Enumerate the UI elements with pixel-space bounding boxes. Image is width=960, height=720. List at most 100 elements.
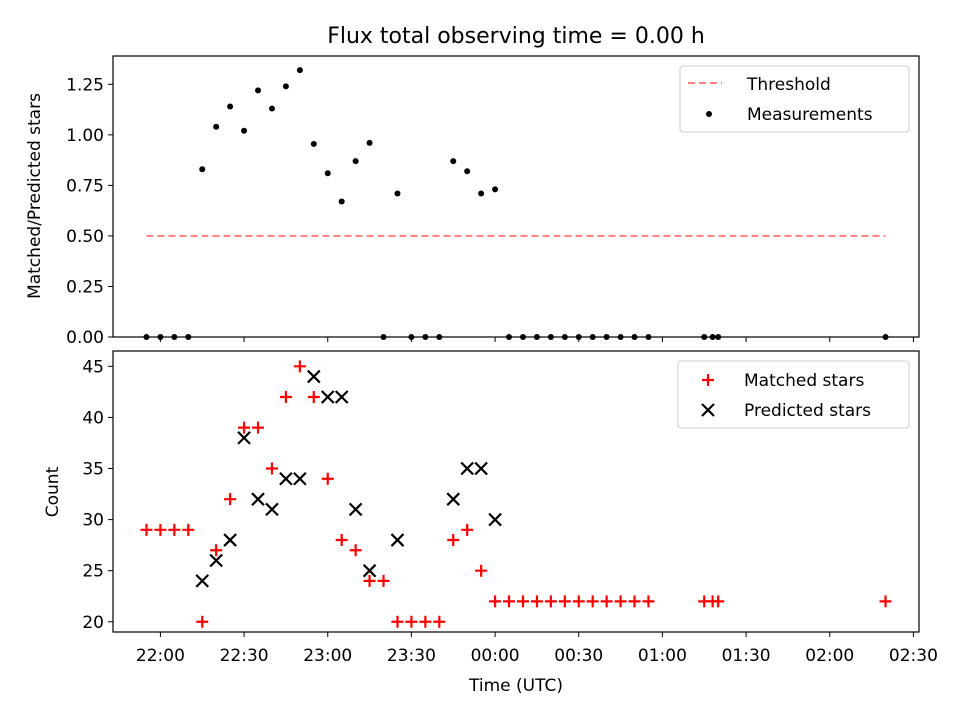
x-axis-label: Time (UTC)	[468, 676, 563, 696]
matched-star-point	[628, 595, 641, 608]
matched-star-point	[238, 421, 251, 434]
measurement-point	[380, 334, 387, 340]
bottom-legend-box	[677, 360, 910, 429]
measurement-point	[310, 140, 317, 147]
x-tick-label: 01:00	[638, 646, 687, 666]
predicted-star-point	[279, 471, 293, 486]
matched-star-point	[447, 534, 460, 547]
matched-star-point	[475, 564, 488, 577]
predicted-star-point	[348, 502, 363, 517]
top-axes-frame	[112, 55, 920, 338]
bottom-y-tick-label: 25	[82, 562, 104, 582]
measurement-point	[631, 334, 638, 340]
measurement-point	[709, 334, 716, 340]
measurement-point	[241, 127, 248, 134]
x-tick-label: 02:30	[889, 646, 938, 666]
legend-matched-swatch	[702, 374, 714, 386]
x-tick-label: 00:00	[471, 646, 520, 666]
measurement-point	[352, 158, 359, 165]
x-tick-label: 01:30	[722, 646, 771, 666]
measurement-point	[408, 334, 415, 340]
measurement-point	[199, 166, 206, 173]
matched-star-point	[489, 595, 502, 608]
matched-star-point	[503, 595, 516, 608]
measurement-point	[227, 103, 234, 110]
predicted-star-point	[362, 563, 377, 578]
predicted-star-point	[237, 431, 251, 445]
measurement-point	[296, 67, 303, 74]
measurement-point	[645, 334, 652, 340]
matched-star-point	[600, 595, 613, 608]
top-panel: 0.00 0.25 0.50 0.75 1.00 1.25 Threshold Measure…	[66, 55, 920, 348]
matched-star-point	[154, 523, 167, 536]
legend-measurements-swatch	[706, 111, 712, 117]
predicted-star-point	[460, 461, 474, 476]
top-y-tick-label: 0.25	[66, 277, 104, 297]
matched-star-point	[168, 523, 181, 536]
matched-star-point	[516, 595, 529, 608]
measurement-point	[547, 334, 554, 340]
predicted-star-point	[307, 369, 321, 384]
measurement-point	[464, 168, 471, 175]
measurement-point	[436, 334, 443, 340]
bottom-y-tick-label: 35	[82, 460, 104, 480]
x-tick-label: 22:30	[220, 646, 269, 666]
matched-star-point	[307, 390, 320, 403]
bottom-axes-frame	[112, 350, 920, 633]
top-y-tick-label: 1.25	[66, 75, 104, 95]
x-tick-label: 02:00	[805, 646, 854, 666]
bottom-y-tick-label: 30	[82, 511, 104, 531]
legend-predicted-label: Predicted stars	[744, 401, 871, 421]
measurement-point	[701, 334, 708, 340]
top-y-tick-label: 0.00	[66, 328, 104, 348]
predicted-star-point	[293, 471, 307, 486]
matched-star-point	[433, 615, 446, 628]
legend-threshold-label: Threshold	[746, 75, 831, 95]
measurement-point	[519, 334, 526, 340]
predicted-star-point	[390, 533, 405, 547]
matched-star-point	[363, 574, 376, 587]
predicted-star-point	[334, 390, 349, 404]
matched-star-point	[642, 595, 655, 608]
x-tick-label: 00:30	[554, 646, 603, 666]
predicted-star-point	[474, 461, 488, 476]
measurement-point	[715, 334, 722, 340]
matched-star-point	[279, 390, 292, 403]
top-y-axis-label: Matched/Predicted stars	[25, 93, 45, 299]
measurement-point	[213, 123, 220, 130]
bottom-y-tick-label: 20	[82, 613, 104, 633]
x-tick-label: 23:30	[387, 646, 436, 666]
predicted-star-point	[223, 533, 237, 547]
bottom-y-tick-label: 40	[82, 408, 104, 428]
bottom-y-tick-label: 45	[82, 357, 104, 377]
bottom-legend: Matched stars Predicted stars	[677, 360, 910, 429]
measurement-point	[255, 87, 262, 94]
measurement-point	[268, 105, 275, 112]
matched-star-point	[614, 595, 627, 608]
matched-star-point	[321, 472, 334, 485]
predicted-star-point	[446, 492, 461, 506]
measurement-point	[492, 186, 499, 193]
top-legend-box	[679, 65, 910, 133]
matched-star-point	[293, 360, 306, 373]
top-y-tick-label: 1.00	[66, 126, 104, 146]
matched-star-point	[405, 615, 418, 628]
bottom-y-axis-label: Count	[43, 466, 63, 517]
measurement-point	[450, 158, 457, 165]
measurement-point	[143, 334, 150, 340]
matched-star-point	[586, 595, 599, 608]
predicted-star-point	[488, 512, 502, 527]
measurement-point	[533, 334, 540, 340]
bottom-panel: 20 25 30 35 40 45 22:00 22:30 23:00 23:30 00:00 00:…	[82, 350, 938, 666]
x-tick-label: 23:00	[303, 646, 352, 666]
measurement-point	[366, 139, 373, 146]
measurement-point	[506, 334, 513, 340]
measurement-point	[282, 83, 289, 90]
matched-star-point	[140, 523, 153, 536]
x-tick-label: 22:00	[136, 646, 185, 666]
legend-measurements-label: Measurements	[747, 105, 873, 125]
legend-matched-label: Matched stars	[744, 371, 864, 391]
predicted-star-point	[251, 492, 265, 506]
matched-star-point	[182, 523, 195, 536]
